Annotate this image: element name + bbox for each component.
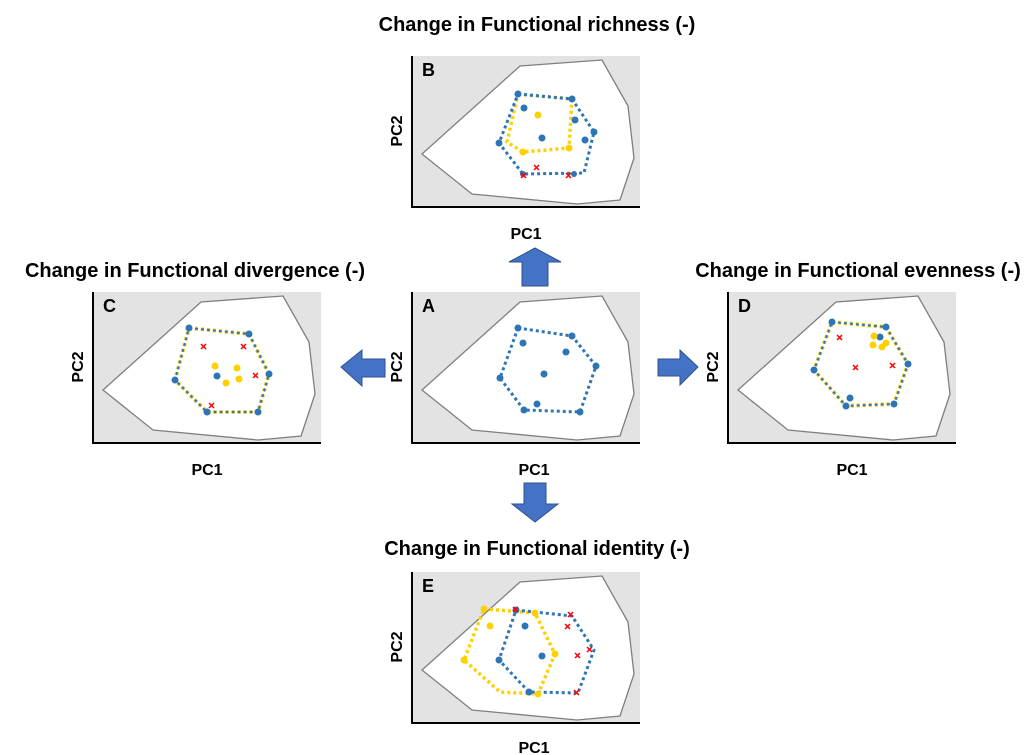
changed-community-hull (505, 92, 574, 154)
panel-e-x-axis-label: PC1 (518, 740, 549, 755)
panel-b-axes (411, 56, 640, 208)
panel-a-letter: A (422, 296, 435, 316)
panel-d-y-axis-label: PC2 (705, 351, 722, 382)
arrow-down (510, 482, 560, 523)
species-points (171, 324, 273, 416)
arrow-up (508, 247, 562, 287)
panel-c-axes (92, 292, 321, 444)
title-functional-identity: Change in Functional identity (-) (384, 538, 690, 560)
species-points (495, 90, 598, 177)
panel-b-letter: B (422, 60, 435, 80)
panel-b: B PC1 PC2 (389, 56, 640, 243)
lost-species-markers (200, 343, 259, 409)
panel-c-y-axis-label: PC2 (70, 351, 87, 382)
panel-d: D PC1 PC2 (705, 292, 956, 479)
lost-species-markers (512, 606, 593, 696)
panel-a-axes (411, 292, 640, 444)
panel-c-x-axis-label: PC1 (191, 462, 222, 479)
lost-species-markers (836, 334, 896, 371)
panel-e-letter: E (422, 576, 434, 596)
panel-d-axes (727, 292, 956, 444)
panel-a: A PC1 PC2 (389, 292, 640, 479)
panel-e: E PC1 PC2 (389, 572, 640, 755)
lost-species-markers (520, 164, 572, 179)
title-functional-divergence: Change in Functional divergence (-) (25, 260, 365, 282)
title-functional-richness: Change in Functional richness (-) (379, 14, 696, 36)
panel-c-letter: C (103, 296, 116, 316)
arrow-left (340, 348, 386, 388)
species-points (810, 318, 912, 410)
panel-e-axes (411, 572, 640, 724)
panel-d-letter: D (738, 296, 751, 316)
panel-d-x-axis-label: PC1 (836, 462, 867, 479)
panel-b-y-axis-label: PC2 (389, 115, 406, 146)
panel-b-x-axis-label: PC1 (510, 226, 541, 243)
arrow-right (657, 348, 699, 387)
panel-a-x-axis-label: PC1 (518, 462, 549, 479)
panel-a-y-axis-label: PC2 (389, 351, 406, 382)
species-points (496, 324, 600, 416)
panel-e-y-axis-label: PC2 (389, 631, 406, 662)
panel-c: C PC1 PC2 (70, 292, 321, 479)
title-functional-evenness: Change in Functional evenness (-) (695, 260, 1021, 282)
